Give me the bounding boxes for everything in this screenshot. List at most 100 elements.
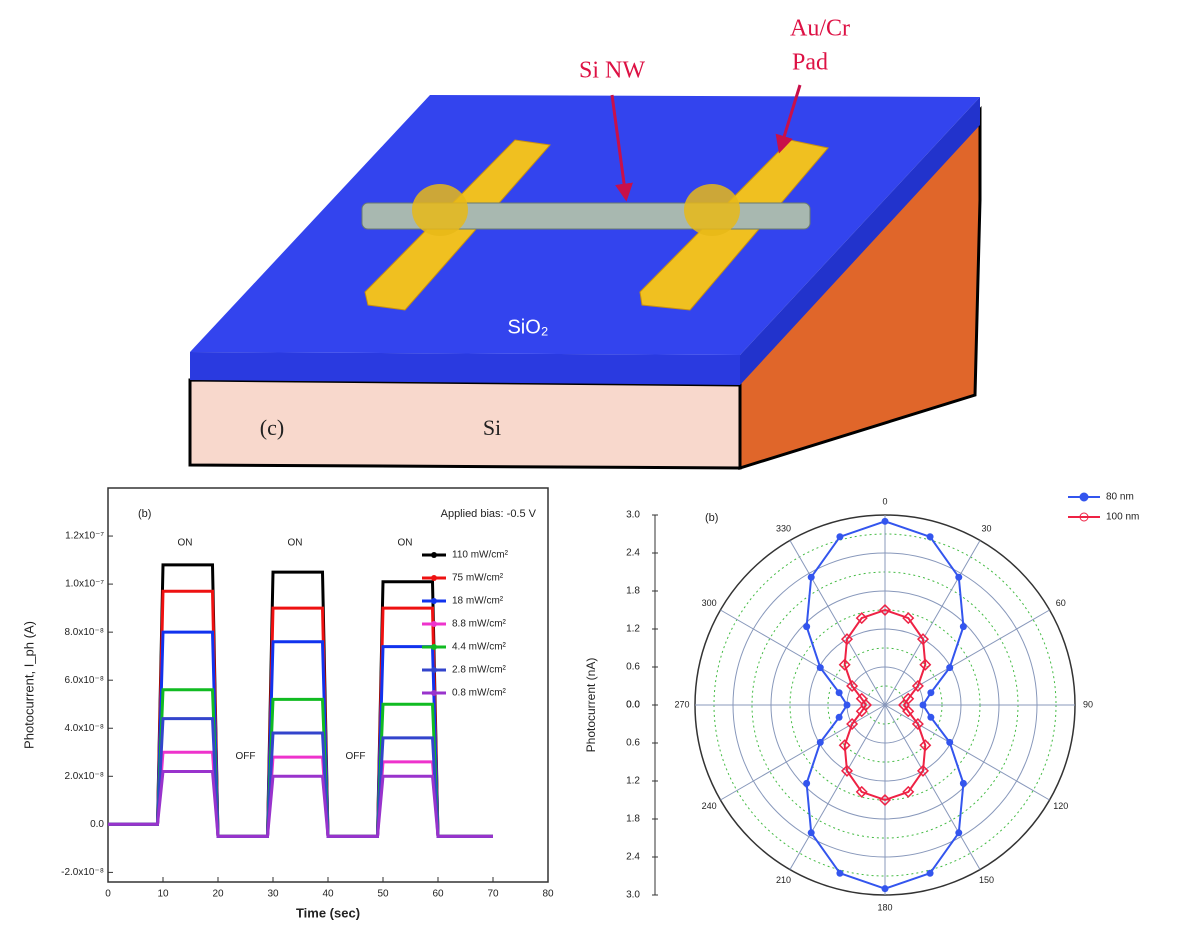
x-tick-label: 40 xyxy=(322,889,334,900)
series-marker xyxy=(838,658,851,671)
x-tick-label: 30 xyxy=(267,889,279,900)
y-tick-label: 8.0x10⁻⁸ xyxy=(64,627,104,638)
r-tick-label: 0.0 xyxy=(626,700,640,711)
panel-label: (b) xyxy=(138,508,151,520)
r-tick-label: 3.0 xyxy=(626,890,640,901)
series-marker xyxy=(881,885,889,893)
spoke xyxy=(720,609,886,706)
spoke xyxy=(789,704,886,870)
y-tick-label: 1.0x10⁻⁷ xyxy=(65,579,104,590)
series-marker xyxy=(926,869,934,877)
legend-marker xyxy=(431,621,437,627)
series-marker xyxy=(916,764,930,777)
y-tick-label: 2.0x10⁻⁸ xyxy=(64,771,104,782)
y-tick-label: 1.2x10⁻⁷ xyxy=(65,531,104,542)
theta-tick-label: 60 xyxy=(1056,598,1066,608)
r-tick-label: 3.0 xyxy=(626,510,640,521)
series-line xyxy=(108,688,493,838)
spoke xyxy=(720,704,886,801)
legend-label: 80 nm xyxy=(1106,492,1134,503)
series-marker xyxy=(855,692,868,705)
legend-label: 4.4 mW/cm² xyxy=(452,642,507,653)
r-tick-label: 0.6 xyxy=(626,662,640,673)
series-marker xyxy=(878,603,892,617)
legend-marker xyxy=(1079,512,1089,522)
x-tick-label: 50 xyxy=(377,889,389,900)
legend-marker xyxy=(431,667,437,673)
pad-label: Au/Cr xyxy=(790,16,850,42)
legend-label: 75 mW/cm² xyxy=(452,573,504,584)
legend-marker xyxy=(431,598,437,604)
oxide-label: SiO₂ xyxy=(507,316,548,338)
substrate-label: Si xyxy=(483,415,501,440)
r-tick-label: 0.0 xyxy=(626,700,640,711)
y-tick-label: 0.0 xyxy=(90,819,104,830)
series-marker xyxy=(955,829,963,837)
theta-tick-label: 90 xyxy=(1083,699,1093,709)
series-marker xyxy=(959,779,967,787)
series-marker xyxy=(927,689,935,697)
theta-tick-label: 210 xyxy=(776,875,791,885)
legend-marker xyxy=(431,644,437,650)
spoke xyxy=(884,704,981,870)
r-tick-label: 1.2 xyxy=(626,624,640,635)
panel-label: (c) xyxy=(260,415,284,440)
y-tick-label: 4.0x10⁻⁸ xyxy=(64,723,104,734)
y-tick-label: 6.0x10⁻⁸ xyxy=(64,675,104,686)
series-marker xyxy=(881,517,889,525)
y-axis-title: Photocurrent (nA) xyxy=(584,658,598,753)
r-tick-label: 0.6 xyxy=(626,738,640,749)
series-line xyxy=(843,608,927,802)
r-tick-label: 2.4 xyxy=(626,548,640,559)
legend-label: 8.8 mW/cm² xyxy=(452,619,507,630)
r-tick-label: 1.8 xyxy=(626,586,640,597)
legend-label: 2.8 mW/cm² xyxy=(452,665,507,676)
series-marker xyxy=(803,623,811,631)
spoke xyxy=(884,704,1050,801)
series-marker xyxy=(838,739,851,752)
series-marker xyxy=(846,679,859,693)
series-marker xyxy=(816,664,824,672)
series-marker xyxy=(911,717,924,731)
series-marker xyxy=(919,658,932,671)
series-marker xyxy=(843,701,851,709)
legend-label: 18 mW/cm² xyxy=(452,596,504,607)
theta-tick-label: 240 xyxy=(702,801,717,811)
arrow-nanowire xyxy=(610,94,633,202)
device-diagram: Si NW Au/Cr Pad SiO₂ (c) Si xyxy=(188,16,982,471)
series-marker xyxy=(836,869,844,877)
legend-marker xyxy=(1079,492,1089,502)
series-marker xyxy=(959,623,967,631)
r-tick-label: 2.4 xyxy=(626,852,640,863)
series-marker xyxy=(855,785,868,798)
series-marker xyxy=(946,664,954,672)
theta-tick-label: 180 xyxy=(877,902,892,912)
series-line xyxy=(108,563,493,838)
spoke xyxy=(789,540,886,706)
off-label: OFF xyxy=(236,751,256,762)
legend-marker xyxy=(431,690,437,696)
series-marker xyxy=(919,701,927,709)
x-tick-label: 0 xyxy=(105,889,111,900)
on-label: ON xyxy=(288,538,303,549)
theta-tick-label: 270 xyxy=(674,699,689,709)
series-marker xyxy=(840,633,854,646)
series-marker xyxy=(846,717,859,731)
contact-right xyxy=(684,184,740,236)
theta-tick-label: 30 xyxy=(981,524,991,534)
series-marker xyxy=(840,764,854,777)
legend-marker xyxy=(431,575,437,581)
x-tick-label: 70 xyxy=(487,889,499,900)
x-tick-label: 10 xyxy=(157,889,169,900)
x-tick-label: 20 xyxy=(212,889,224,900)
series-line xyxy=(108,770,493,838)
off-label: OFF xyxy=(346,751,366,762)
series-marker xyxy=(807,573,815,581)
series-marker xyxy=(835,689,843,697)
annotation: Applied bias: -0.5 V xyxy=(441,508,537,520)
series-marker xyxy=(803,779,811,787)
spoke xyxy=(884,609,1050,706)
panel-label: (b) xyxy=(705,512,718,524)
x-tick-label: 80 xyxy=(542,889,554,900)
theta-tick-label: 150 xyxy=(979,875,994,885)
